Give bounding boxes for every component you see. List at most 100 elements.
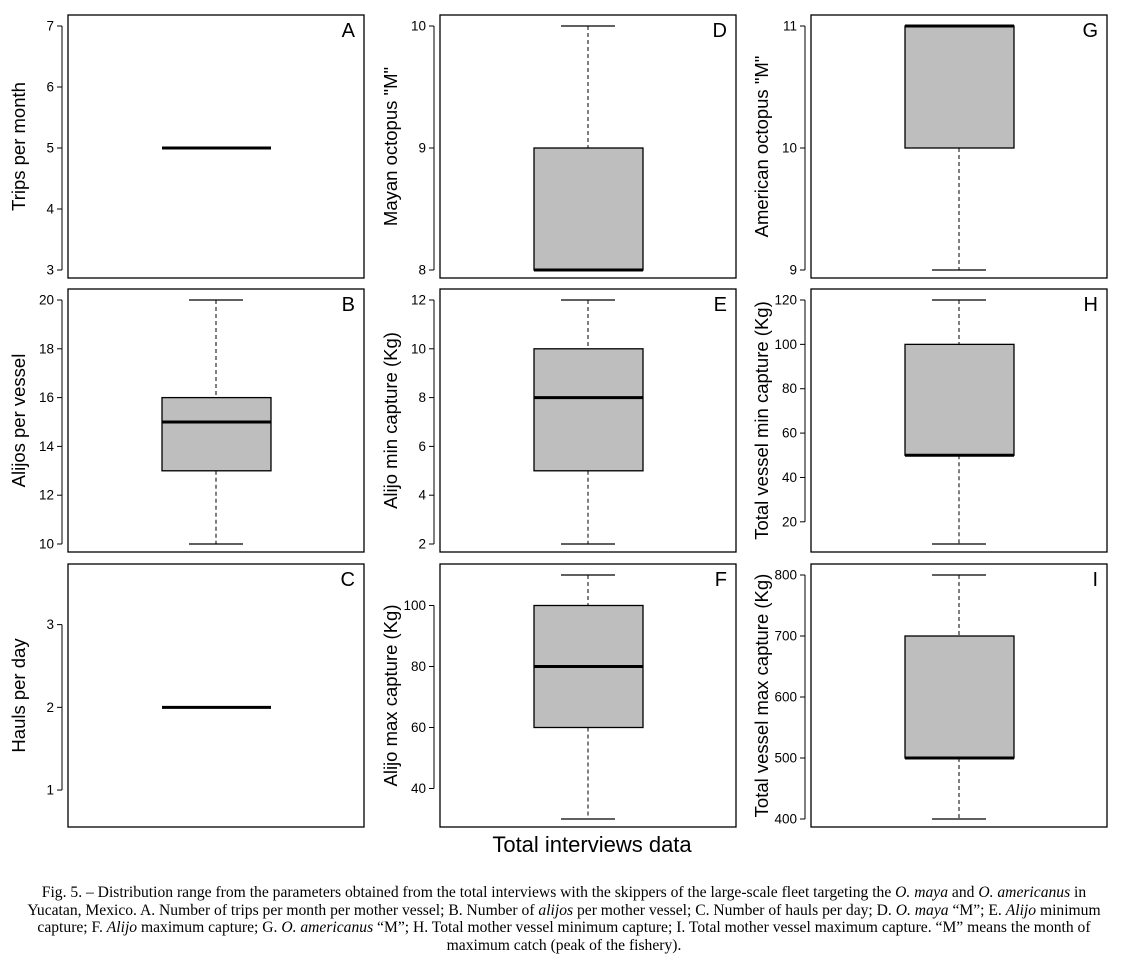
y-tick-label: 100 — [774, 337, 797, 352]
y-tick-label: 9 — [789, 263, 797, 278]
caption-run: “M”; H. Total mother vessel minimum capt… — [373, 919, 1091, 954]
y-tick-label: 4 — [418, 488, 426, 503]
panel-letter: E — [714, 294, 727, 316]
panel-letter: I — [1092, 569, 1098, 591]
panel-frame — [439, 288, 737, 553]
y-axis-label: Hauls per day — [8, 638, 29, 753]
y-tick-label: 5 — [46, 141, 54, 156]
y-tick-label: 4 — [46, 202, 54, 217]
panel-frame — [439, 14, 737, 279]
caption-run: O. maya — [895, 901, 949, 919]
panel-e: 2 4 6 8 10 12 Alijo min capture (Kg) E — [380, 288, 737, 553]
y-tick-label: 12 — [39, 488, 54, 503]
panel-letter: A — [342, 20, 356, 42]
box-iqr — [904, 343, 1015, 456]
box-iqr — [533, 348, 644, 472]
caption-run: “M”; E. — [948, 901, 1006, 919]
y-tick-label: 2 — [46, 700, 54, 715]
figure-caption: Fig. 5. – Distribution range from the pa… — [14, 884, 1114, 954]
panel-c: 1 2 3 Hauls per day C — [8, 563, 365, 828]
y-tick-label: 700 — [774, 629, 797, 644]
panel-letter: B — [342, 294, 355, 316]
y-tick-label: 8 — [418, 263, 426, 278]
y-axis-label: Mayan octopus "M" — [380, 67, 401, 226]
y-tick-label: 16 — [39, 390, 54, 405]
y-axis-label: Alijo min capture (Kg) — [380, 332, 401, 509]
y-tick-label: 1 — [46, 783, 54, 798]
y-tick-label: 500 — [774, 751, 797, 766]
caption-run: Fig. 5. – Distribution range from the pa… — [41, 884, 896, 901]
panel-letter: D — [713, 20, 727, 42]
y-tick-label: 2 — [418, 537, 426, 552]
y-tick-label: 10 — [411, 19, 426, 34]
y-tick-label: 10 — [782, 141, 797, 156]
panel-frame — [67, 563, 365, 828]
box-iqr — [533, 147, 644, 271]
caption-run: per mother vessel; C. Number of hauls pe… — [573, 901, 896, 919]
y-tick-label: 6 — [418, 439, 426, 454]
panel-g: 9 10 11 American octopus "M" G — [751, 14, 1108, 279]
caption-run: O. americanus — [281, 919, 374, 936]
panel-d: 8 9 10 Mayan octopus "M" D — [380, 14, 737, 279]
panel-frame — [67, 288, 365, 553]
y-tick-label: 800 — [774, 568, 797, 583]
y-tick-label: 40 — [782, 470, 797, 485]
panel-letter: C — [341, 569, 355, 591]
box-iqr — [904, 635, 1015, 759]
caption-run: in Yucatan, Mexico. A. Number of trips p… — [27, 884, 1087, 919]
panel-letter: F — [715, 569, 727, 591]
y-tick-label: 14 — [39, 439, 55, 454]
y-tick-label: 18 — [39, 341, 54, 356]
panel-frame — [439, 563, 737, 828]
caption-run: Alijo — [1005, 901, 1037, 919]
y-tick-label: 10 — [411, 341, 426, 356]
figure-canvas: Total interviews data 3 4 5 6 7 Trips per mon… — [8, 14, 1108, 857]
panel-frame — [810, 14, 1108, 279]
panel-a: 3 4 5 6 7 Trips per month A — [8, 14, 365, 279]
y-tick-label: 10 — [39, 537, 54, 552]
panel-frame — [67, 14, 365, 279]
y-axis-label: American octopus "M" — [751, 56, 772, 238]
y-tick-label: 7 — [46, 19, 54, 34]
x-axis-title: Total interviews data — [492, 832, 692, 857]
panel-letter: H — [1084, 294, 1098, 316]
panel-frame — [810, 288, 1108, 553]
y-tick-label: 120 — [774, 293, 797, 308]
y-tick-label: 20 — [39, 293, 54, 308]
y-tick-label: 9 — [418, 141, 426, 156]
y-axis-label: Total vessel min capture (Kg) — [751, 301, 772, 540]
caption-run: and — [948, 884, 979, 901]
y-tick-label: 60 — [411, 720, 426, 735]
y-tick-label: 40 — [411, 781, 426, 796]
caption-run: Alijo — [106, 919, 138, 936]
y-tick-label: 3 — [46, 263, 54, 278]
caption-run: maximum capture; G. — [137, 919, 282, 936]
y-tick-label: 3 — [46, 617, 54, 632]
y-axis-label: Alijos per vessel — [8, 354, 29, 488]
caption-run: O. americanus — [978, 884, 1071, 901]
caption-run: alijos — [538, 901, 574, 919]
y-axis-label: Alijo max capture (Kg) — [380, 605, 401, 787]
y-tick-label: 100 — [403, 598, 426, 613]
panel-frame — [810, 563, 1108, 828]
panel-b: 10 12 14 16 18 20 Alijos per vessel B — [8, 288, 365, 553]
y-tick-label: 8 — [418, 390, 426, 405]
y-tick-label: 6 — [46, 80, 54, 95]
y-axis-label: Total vessel max capture (Kg) — [751, 574, 772, 818]
y-tick-label: 60 — [782, 426, 797, 441]
y-tick-label: 400 — [774, 812, 797, 827]
y-tick-label: 20 — [782, 514, 797, 529]
y-tick-label: 80 — [411, 659, 426, 674]
box-iqr — [904, 25, 1015, 149]
y-tick-label: 80 — [782, 381, 797, 396]
y-tick-label: 600 — [774, 690, 797, 705]
panel-letter: G — [1082, 20, 1098, 42]
caption-run: minimum capture; F. — [37, 901, 1101, 937]
y-tick-label: 12 — [411, 293, 426, 308]
y-axis-label: Trips per month — [8, 82, 29, 211]
box-iqr — [161, 396, 272, 472]
caption-run: O. maya — [895, 884, 949, 901]
